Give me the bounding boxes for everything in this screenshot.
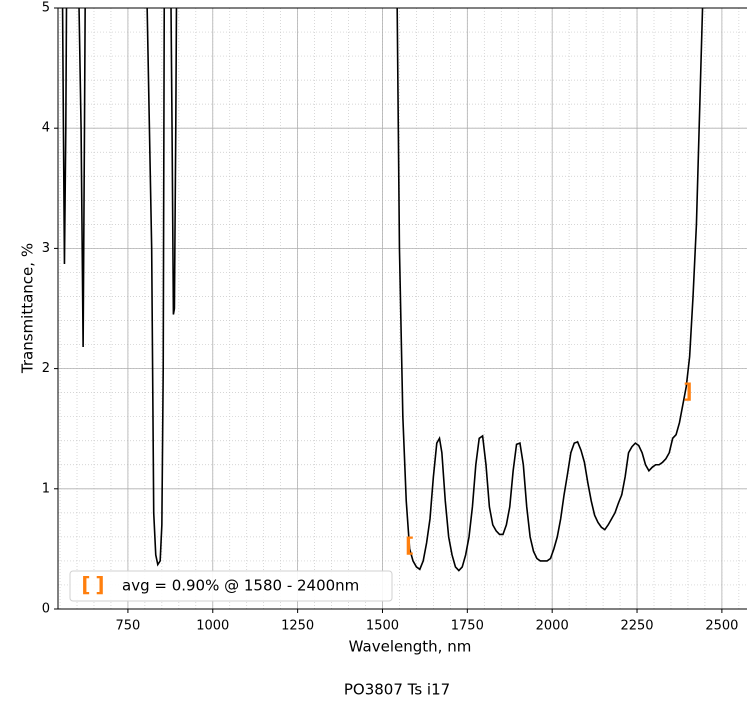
x-tick-label: 1500: [366, 619, 399, 634]
legend-box: [69, 570, 393, 602]
legend-label: avg = 0.90% @ 1580 - 2400nm: [122, 577, 359, 595]
x-tick-label: 1000: [196, 619, 229, 634]
range-marker: ]: [683, 379, 692, 403]
x-tick-label: 1750: [451, 619, 484, 634]
y-tick-label: 4: [42, 121, 50, 136]
y-axis-label: Transmittance, %: [19, 243, 37, 374]
x-tick-label: 2250: [620, 619, 653, 634]
x-tick-label: 1250: [281, 619, 314, 634]
y-tick-label: 5: [42, 1, 50, 16]
x-tick-label: 750: [116, 619, 141, 634]
x-tick-label: 2000: [536, 619, 569, 634]
y-tick-label: 3: [42, 241, 50, 256]
y-tick-label: 2: [42, 361, 50, 376]
legend-symbol: ]: [95, 573, 104, 597]
y-tick-label: 1: [42, 481, 50, 496]
legend-symbol: [: [81, 573, 90, 597]
range-marker: [: [405, 533, 414, 557]
chart-title: PO3807 Ts i17: [344, 681, 450, 699]
y-tick-label: 0: [42, 602, 50, 617]
spectrum-line: [61, 8, 704, 572]
x-tick-label: 2500: [705, 619, 738, 634]
x-axis-label: Wavelength, nm: [349, 638, 472, 656]
plot-area: []: [61, 8, 704, 572]
